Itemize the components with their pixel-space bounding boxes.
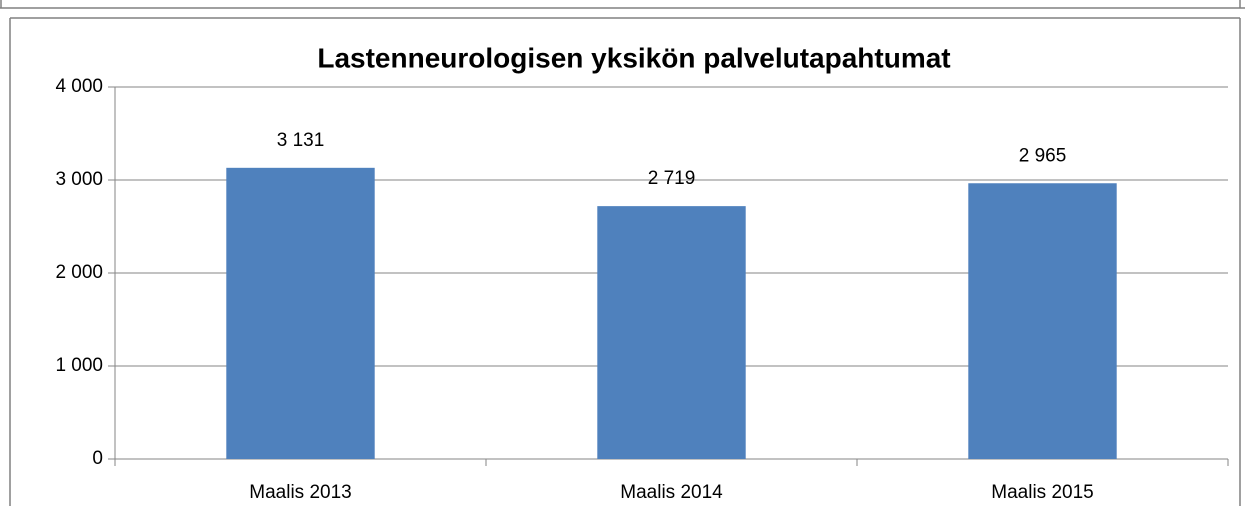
data-label: 2 719 (648, 168, 696, 189)
y-tick-label: 0 (92, 448, 103, 469)
data-label: 2 965 (1019, 145, 1067, 166)
x-tick-label: Maalis 2013 (249, 482, 351, 503)
y-tick-label: 3 000 (55, 169, 103, 190)
y-tick-label: 2 000 (55, 262, 103, 283)
bar (597, 206, 746, 459)
bar (968, 183, 1117, 459)
data-label: 3 131 (277, 130, 325, 151)
bar (226, 167, 375, 459)
y-tick-label: 4 000 (55, 76, 103, 97)
y-tick-label: 1 000 (55, 355, 103, 376)
x-tick-label: Maalis 2015 (991, 482, 1093, 503)
chart-title: Lastenneurologisen yksikön palvelutapaht… (317, 42, 950, 73)
x-tick-label: Maalis 2014 (620, 482, 723, 503)
